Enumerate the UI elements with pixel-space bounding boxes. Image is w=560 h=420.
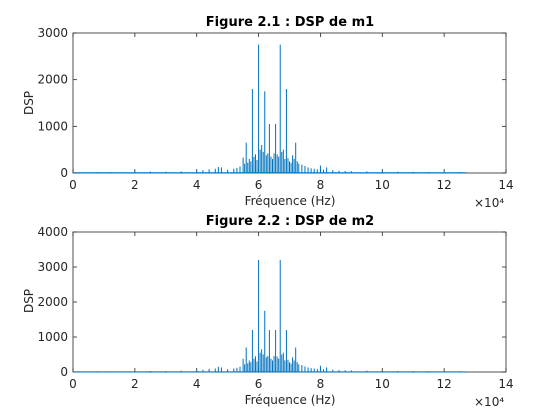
subplot-1-y-tick-label: 3000 (37, 26, 68, 40)
subplot-1-y-tick-label: 2000 (37, 73, 68, 87)
subplot-1-x-tick-label: 4 (193, 178, 201, 192)
subplot-2: Figure 2.2 : DSP de m2 DSP Fréquence (Hz… (22, 214, 514, 409)
subplot-1-y-tick-label: 0 (60, 166, 68, 180)
subplot-2-xlabel: Fréquence (Hz) (245, 393, 336, 407)
subplot-2-x-exponent: ×10⁴ (474, 395, 504, 409)
subplot-2-y-tick-label: 2000 (37, 295, 68, 309)
subplot-1-x-tick-label: 10 (375, 178, 390, 192)
subplot-2-series (73, 260, 467, 373)
subplot-1-x-tick-label: 0 (69, 178, 77, 192)
subplot-1-x-tick-label: 8 (317, 178, 325, 192)
subplot-2-x-tick-label: 14 (498, 377, 513, 391)
subplot-2-x-tick-label: 4 (193, 377, 201, 391)
subplot-1-xlabel: Fréquence (Hz) (245, 194, 336, 208)
subplot-2-y-tick-label: 4000 (37, 225, 68, 239)
subplot-1-title: Figure 2.1 : DSP de m1 (206, 15, 374, 30)
subplot-1-series (73, 44, 467, 174)
subplot-2-y-tick-label: 1000 (37, 330, 68, 344)
subplot-2-x-tick-label: 8 (317, 377, 325, 391)
subplot-1-x-tick-label: 12 (437, 178, 452, 192)
subplot-2-y-tick-label: 0 (60, 365, 68, 379)
subplot-2-x-tick-label: 2 (131, 377, 139, 391)
subplot-2-x-tick-label: 6 (255, 377, 263, 391)
subplot-2-ylabel: DSP (22, 289, 36, 313)
subplot-1-x-tick-label: 2 (131, 178, 139, 192)
subplot-2-axes-frame (72, 231, 507, 373)
subplot-1: Figure 2.1 : DSP de m1 DSP Fréquence (Hz… (22, 15, 514, 210)
subplot-1-x-exponent: ×10⁴ (474, 196, 504, 210)
subplot-1-y-tick-label: 1000 (37, 119, 68, 133)
subplot-1-x-tick-label: 6 (255, 178, 263, 192)
subplot-1-x-tick-label: 14 (498, 178, 513, 192)
subplot-2-x-tick-label: 12 (437, 377, 452, 391)
subplot-2-x-tick-label: 0 (69, 377, 77, 391)
subplot-2-y-tick-label: 3000 (37, 260, 68, 274)
subplot-1-ylabel: DSP (22, 91, 36, 115)
subplot-2-title: Figure 2.2 : DSP de m2 (206, 214, 374, 229)
subplot-1-axes-frame (72, 32, 507, 174)
subplot-2-x-tick-label: 10 (375, 377, 390, 391)
